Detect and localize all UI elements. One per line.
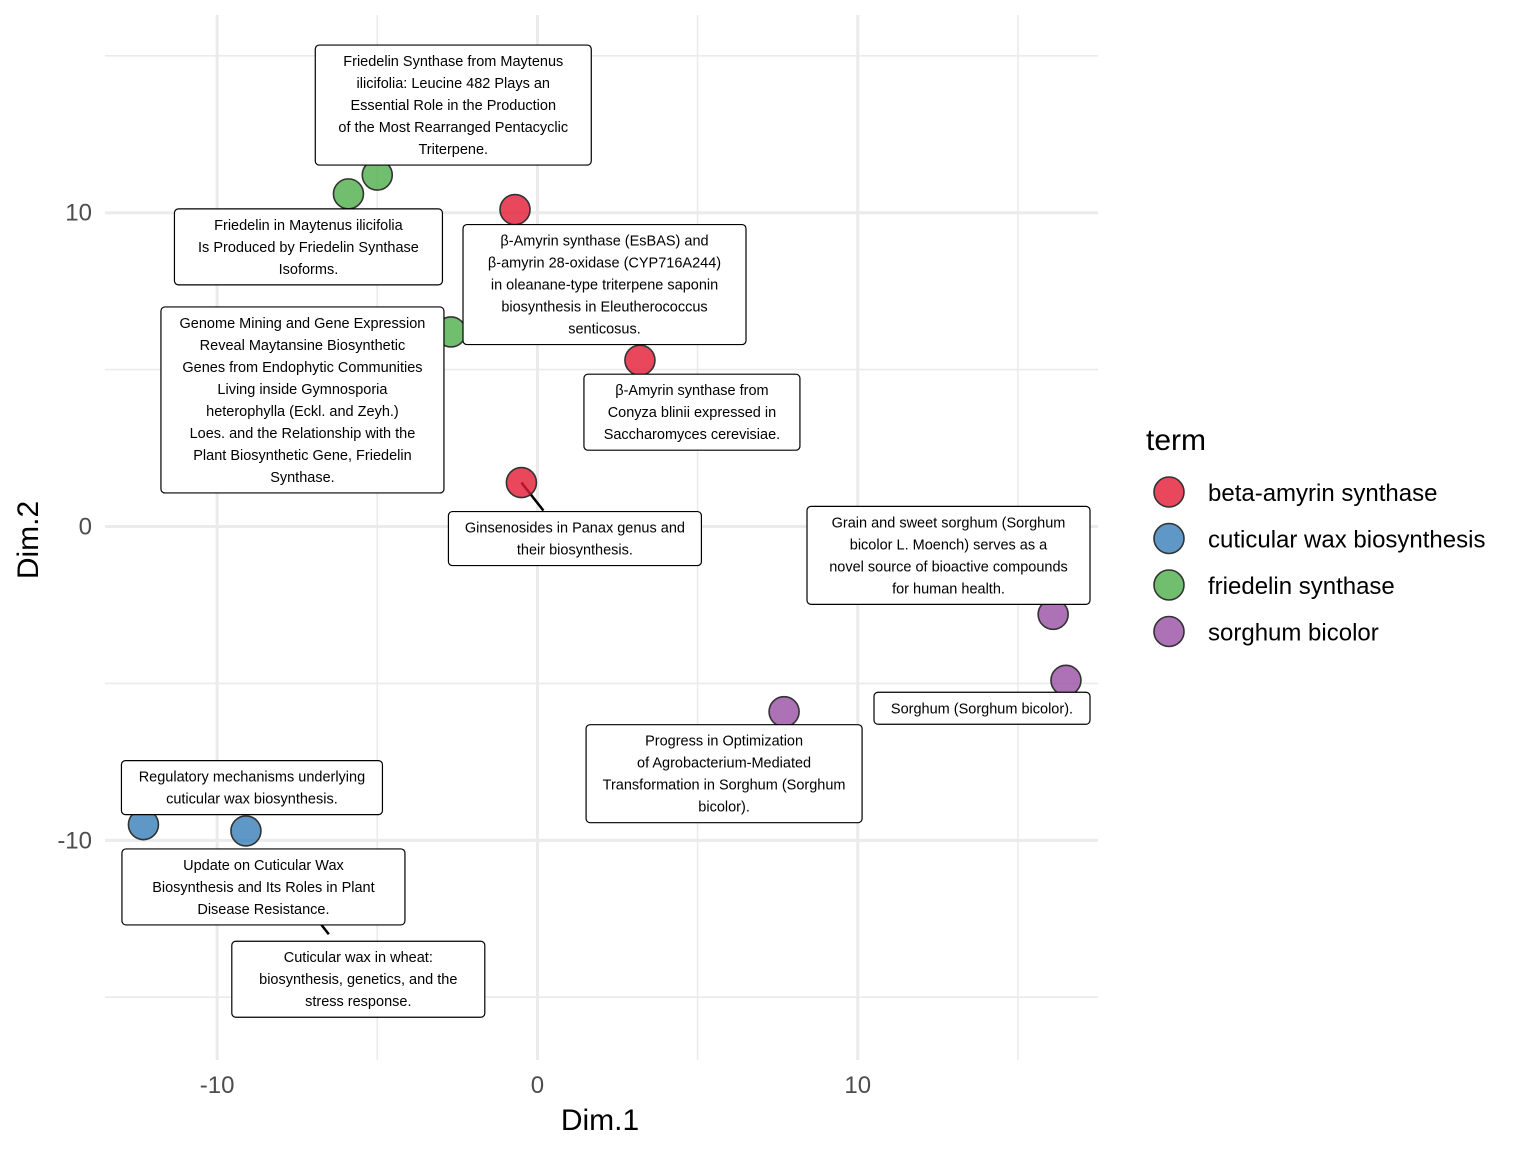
legend-label: sorghum bicolor bbox=[1208, 620, 1379, 647]
legend-title: term bbox=[1146, 424, 1206, 457]
data-point[interactable] bbox=[332, 178, 365, 210]
label-box bbox=[120, 760, 384, 816]
label-box bbox=[314, 44, 592, 166]
label-box bbox=[462, 223, 747, 346]
label-text-line: Biosynthesis and Its Roles in Plant bbox=[152, 880, 374, 896]
label-text-line: Isoforms. bbox=[279, 262, 339, 278]
label-text-line: Regulatory mechanisms underlying bbox=[139, 770, 365, 786]
label-text-line: Transformation in Sorghum (Sorghum bbox=[603, 778, 846, 794]
label-text-line: biosynthesis, genetics, and the bbox=[259, 972, 457, 988]
legend: term beta-amyrin synthase cuticular wax b… bbox=[1146, 424, 1485, 648]
data-point[interactable] bbox=[505, 466, 538, 499]
label-text-line: Sorghum (Sorghum bicolor). bbox=[891, 701, 1073, 717]
label-text-line: Reveal Maytansine Biosynthetic bbox=[200, 338, 406, 354]
label-text-line: Grain and sweet sorghum (Sorghum bbox=[832, 515, 1066, 531]
label-text-line: Living inside Gymnosporia bbox=[217, 382, 388, 398]
legend-entry: friedelin synthase bbox=[1153, 569, 1395, 601]
label-box bbox=[447, 510, 703, 567]
x-axis-title: Dim.1 bbox=[561, 1104, 639, 1137]
label-text-line: cuticular wax biosynthesis. bbox=[166, 792, 338, 808]
label-text-line: β-Amyrin synthase (EsBAS) and bbox=[500, 234, 708, 250]
label-text-line: Essential Role in the Production bbox=[351, 98, 557, 114]
label-text-line: ilicifolia: Leucine 482 Plays an bbox=[357, 76, 550, 92]
x-tick-label: 0 bbox=[531, 1072, 544, 1099]
legend-entry: cuticular wax biosynthesis bbox=[1153, 522, 1485, 555]
label-box bbox=[806, 505, 1091, 605]
label-box bbox=[231, 940, 486, 1018]
label-text-line: β-amyrin 28-oxidase (CYP716A244) bbox=[488, 256, 721, 272]
legend-label: cuticular wax biosynthesis bbox=[1208, 527, 1485, 554]
y-tick-label: 0 bbox=[79, 514, 92, 541]
data-point[interactable] bbox=[230, 815, 262, 847]
label-box bbox=[585, 724, 863, 824]
label-text-line: of the Most Rearranged Pentacyclic bbox=[338, 120, 568, 136]
legend-key bbox=[1153, 476, 1185, 508]
legend-key bbox=[1153, 569, 1185, 601]
label-text-line: Friedelin in Maytenus ilicifolia bbox=[214, 218, 404, 234]
legend-key bbox=[1153, 522, 1185, 555]
label-text-line: bicolor). bbox=[698, 800, 750, 816]
point-label: β-Amyrin synthase (EsBAS) and β-amyrin 28… bbox=[462, 223, 747, 346]
label-text-line: of Agrobacterium-Mediated bbox=[637, 756, 811, 772]
label-text-line: heterophylla (Eckl. and Zeyh.) bbox=[206, 404, 399, 420]
label-text-line: Progress in Optimization bbox=[645, 734, 803, 750]
y-tick-label: -10 bbox=[57, 827, 92, 854]
point-label: Grain and sweet sorghum (Sorghum bicolor … bbox=[806, 505, 1091, 605]
label-text-line: Synthase. bbox=[270, 470, 335, 486]
data-point[interactable] bbox=[768, 695, 800, 728]
label-box bbox=[160, 306, 445, 494]
point-label: Friedelin Synthase from Maytenus ilicifol… bbox=[314, 44, 592, 166]
label-text-line: bicolor L. Moench) serves as a bbox=[850, 537, 1048, 553]
point-labels: β-Amyrin synthase (EsBAS) and β-amyrin 28… bbox=[120, 44, 1091, 1018]
x-tick-label: 10 bbox=[844, 1072, 871, 1099]
legend-entry: beta-amyrin synthase bbox=[1153, 476, 1437, 508]
label-text-line: Disease Resistance. bbox=[197, 902, 329, 918]
legend-key bbox=[1153, 615, 1185, 648]
data-point[interactable] bbox=[1050, 664, 1082, 697]
data-point[interactable] bbox=[499, 193, 531, 226]
label-text-line: Saccharomyces cerevisiae. bbox=[604, 427, 781, 443]
label-text-line: Conyza blinii expressed in bbox=[608, 405, 776, 421]
label-text-line: their biosynthesis. bbox=[517, 543, 633, 559]
y-tick-label: 10 bbox=[65, 200, 92, 227]
y-axis-title: Dim.2 bbox=[12, 501, 45, 579]
label-text-line: Ginsenosides in Panax genus and bbox=[465, 521, 685, 537]
label-text-line: Update on Cuticular Wax bbox=[183, 858, 344, 874]
point-label: Update on Cuticular Wax Biosynthesis and … bbox=[121, 848, 406, 926]
legend-label: beta-amyrin synthase bbox=[1208, 480, 1437, 507]
x-tick-label: -10 bbox=[200, 1072, 235, 1099]
label-text-line: Is Produced by Friedelin Synthase bbox=[198, 240, 419, 256]
point-label: Genome Mining and Gene Expression Reveal … bbox=[160, 306, 445, 494]
point-label: Ginsenosides in Panax genus and their bio… bbox=[447, 510, 703, 567]
label-text-line: stress response. bbox=[305, 994, 411, 1010]
legend-entry: sorghum bicolor bbox=[1153, 615, 1379, 648]
point-label: Friedelin in Maytenus ilicifolia Is Produ… bbox=[173, 208, 444, 286]
label-text-line: Cuticular wax in wheat: bbox=[284, 950, 433, 966]
label-box bbox=[121, 848, 406, 926]
point-label: Regulatory mechanisms underlying cuticula… bbox=[120, 760, 384, 816]
label-text-line: biosynthesis in Eleutherococcus bbox=[501, 300, 707, 316]
label-box bbox=[583, 373, 801, 451]
label-text-line: β-Amyrin synthase from bbox=[615, 383, 768, 399]
label-text-line: Genes from Endophytic Communities bbox=[182, 360, 422, 376]
label-text-line: Plant Biosynthetic Gene, Friedelin bbox=[193, 448, 411, 464]
label-box bbox=[173, 208, 444, 286]
data-point[interactable] bbox=[624, 344, 656, 376]
point-label: Progress in Optimization of Agrobacterium… bbox=[585, 724, 863, 824]
label-text-line: for human health. bbox=[892, 581, 1005, 597]
label-text-line: Friedelin Synthase from Maytenus bbox=[343, 54, 563, 70]
label-text-line: Loes. and the Relationship with the bbox=[190, 426, 416, 442]
label-box bbox=[873, 691, 1091, 725]
label-text-line: Triterpene. bbox=[418, 142, 488, 158]
label-text-line: Genome Mining and Gene Expression bbox=[180, 316, 426, 332]
label-text-line: senticosus. bbox=[568, 322, 641, 338]
label-text-line: in oleanane-type triterpene saponin bbox=[491, 278, 718, 294]
label-text-line: novel source of bioactive compounds bbox=[829, 559, 1068, 575]
axis-ticks: -10 0 10 -10 0 10 bbox=[57, 200, 871, 1099]
legend-label: friedelin synthase bbox=[1208, 573, 1395, 600]
point-label: β-Amyrin synthase from Conyza blinii expr… bbox=[583, 373, 801, 451]
point-label: Cuticular wax in wheat: biosynthesis, gen… bbox=[231, 940, 486, 1018]
point-label: Sorghum (Sorghum bicolor). bbox=[873, 691, 1091, 725]
